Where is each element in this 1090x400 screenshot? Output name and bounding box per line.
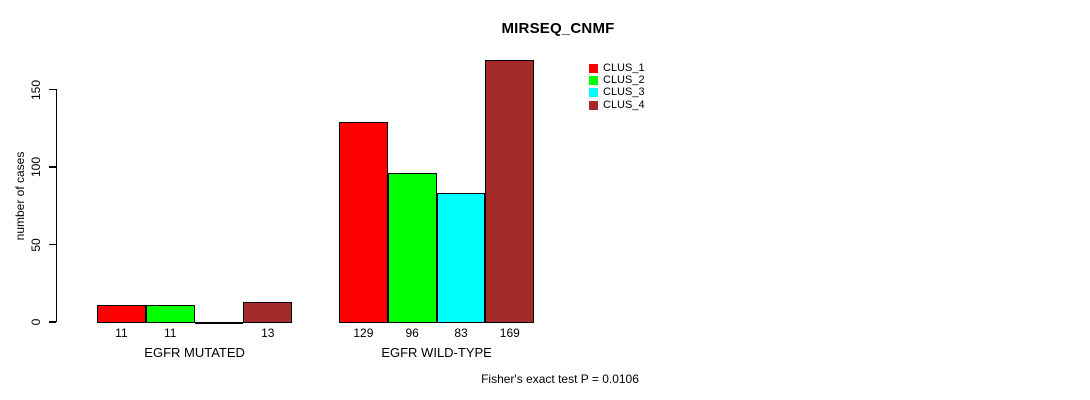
legend-label: CLUS_4 [603, 98, 645, 111]
bar-value-label: 13 [261, 326, 275, 340]
legend-label: CLUS_3 [603, 86, 645, 99]
group-label: EGFR WILD-TYPE [381, 345, 492, 360]
bar-value-label: 83 [454, 326, 468, 340]
group-label: EGFR MUTATED [144, 345, 245, 360]
bar-value-label: 96 [405, 326, 419, 340]
legend-swatch-icon [589, 88, 598, 98]
bar-clus_1-group1 [97, 304, 146, 324]
bar-clus_2-group2 [387, 173, 437, 324]
y-tick [49, 88, 56, 91]
bar-clus_3-group1-zero [194, 322, 244, 324]
y-axis-title: number of cases [13, 151, 27, 241]
legend-label: CLUS_1 [603, 61, 645, 74]
bar-clus_3-group2 [436, 193, 486, 324]
y-tick-label: 50 [29, 237, 43, 252]
bar-value-label: 11 [115, 326, 128, 340]
y-axis [56, 89, 58, 322]
bar-clus_1-group2 [339, 122, 388, 324]
legend-item-clus_2: CLUS_2 [589, 74, 645, 86]
y-tick [49, 321, 56, 323]
y-tick-label: 150 [29, 79, 43, 100]
legend-item-clus_1: CLUS_1 [589, 62, 645, 74]
legend: CLUS_1 CLUS_2 CLUS_3 CLUS_4 [589, 62, 645, 112]
legend-item-clus_4: CLUS_4 [589, 99, 645, 111]
y-tick-label: 100 [29, 156, 43, 178]
bar-value-label: 169 [499, 326, 520, 340]
footer-note: Fisher's exact test P = 0.0106 [481, 372, 639, 386]
y-tick [49, 166, 56, 168]
chart-title: MIRSEQ_CNMF [501, 20, 615, 37]
legend-swatch-icon [589, 63, 598, 73]
legend-label: CLUS_2 [603, 74, 645, 87]
bar-clus_4-group2 [485, 60, 535, 324]
y-tick-label: 0 [29, 318, 43, 326]
y-tick [49, 243, 56, 246]
legend-swatch-icon [589, 76, 598, 86]
bar-value-label: 129 [353, 326, 374, 340]
bar-value-label: 11 [163, 326, 177, 340]
legend-item-clus_3: CLUS_3 [589, 87, 645, 99]
bar-clus_2-group1 [145, 304, 195, 324]
bar-clus_4-group1 [243, 301, 293, 324]
legend-swatch-icon [589, 100, 598, 110]
